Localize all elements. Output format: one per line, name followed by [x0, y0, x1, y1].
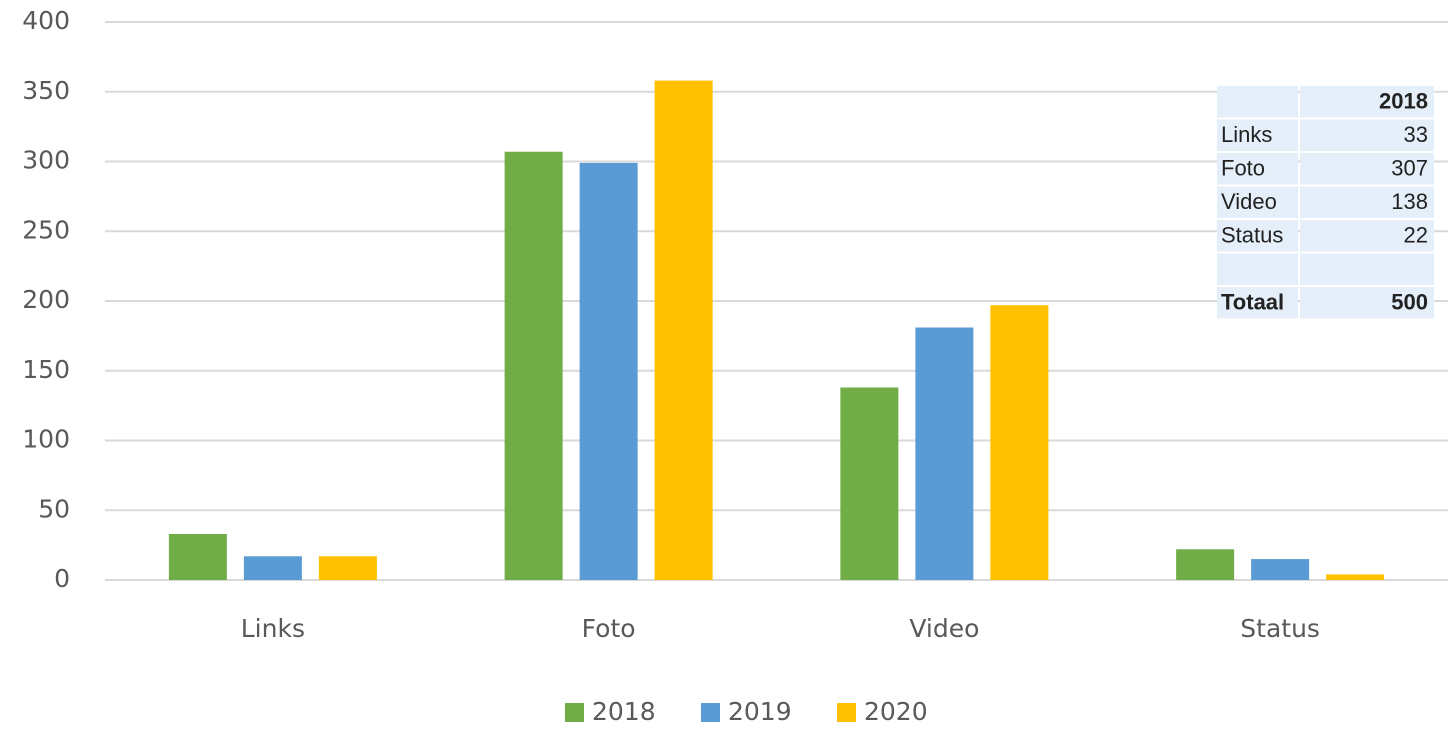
table-cell	[1217, 186, 1298, 218]
bar	[840, 387, 899, 580]
row-label: Foto	[1221, 156, 1265, 181]
bars	[168, 80, 1385, 581]
row-label: Links	[1221, 122, 1272, 147]
bar	[654, 80, 713, 580]
legend-swatch	[837, 703, 856, 722]
y-tick-label: 400	[22, 6, 70, 35]
y-tick-label: 50	[38, 494, 70, 523]
data-table: 2018 Links 33 Foto 307 Video 138 Status 22 Totaal…	[1217, 86, 1434, 319]
y-tick-label: 250	[22, 215, 70, 244]
row-value: 33	[1404, 122, 1428, 147]
table-cell	[1217, 86, 1298, 118]
x-tick-label: Foto	[582, 614, 636, 643]
legend-label: 2020	[864, 697, 928, 726]
bar	[990, 305, 1049, 580]
x-tick-label: Status	[1240, 614, 1320, 643]
legend-label: 2019	[728, 697, 792, 726]
bar	[168, 533, 227, 580]
table-cell	[1300, 119, 1434, 151]
table-cell	[1300, 220, 1434, 252]
y-tick-label: 0	[54, 564, 70, 593]
row-value: 307	[1391, 156, 1428, 181]
y-tick-label: 100	[22, 425, 70, 454]
table-cell	[1217, 253, 1298, 285]
legend-label: 2018	[592, 697, 656, 726]
y-tick-label: 300	[22, 146, 70, 175]
x-tick-label: Video	[909, 614, 979, 643]
table-cell	[1300, 153, 1434, 185]
table-header: 2018	[1379, 89, 1428, 114]
table-cell	[1217, 153, 1298, 185]
bar	[915, 327, 974, 580]
y-tick-label: 350	[22, 76, 70, 105]
table-cell	[1217, 287, 1298, 319]
bar	[579, 162, 638, 580]
table-cell	[1300, 253, 1434, 285]
table-cell	[1300, 287, 1434, 319]
bar	[318, 556, 377, 580]
total-label: Totaal	[1221, 290, 1284, 315]
bar	[1176, 549, 1235, 580]
table-cell	[1217, 119, 1298, 151]
table-cell	[1300, 86, 1434, 118]
bar	[1251, 559, 1310, 580]
table-cell	[1217, 220, 1298, 252]
bar	[504, 151, 563, 581]
y-tick-label: 200	[22, 285, 70, 314]
legend-swatch	[701, 703, 720, 722]
bar	[243, 556, 302, 580]
row-value: 22	[1404, 223, 1428, 248]
row-label: Video	[1221, 189, 1277, 214]
x-tick-label: Links	[241, 614, 305, 643]
row-label: Status	[1221, 223, 1283, 248]
y-tick-label: 150	[22, 355, 70, 384]
row-value: 138	[1391, 189, 1428, 214]
table-cell	[1300, 186, 1434, 218]
bar	[1326, 574, 1385, 580]
total-value: 500	[1391, 290, 1428, 315]
legend-swatch	[565, 703, 584, 722]
